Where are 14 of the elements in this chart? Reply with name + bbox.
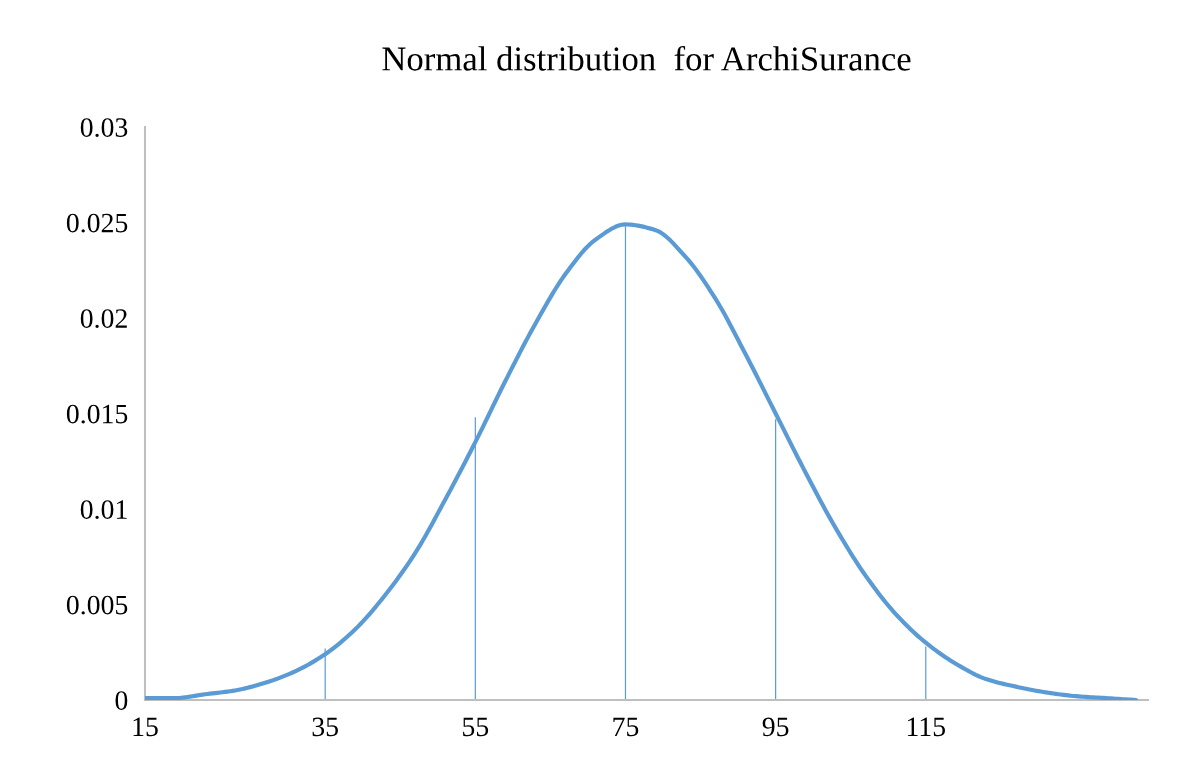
y-tick-label: 0.025 bbox=[66, 213, 128, 233]
y-tick-label: 0.015 bbox=[66, 404, 128, 424]
chart-title: Normal distribution for ArchiSurance bbox=[382, 45, 911, 71]
y-tick-label: 0.02 bbox=[80, 309, 127, 329]
x-tick-label: 75 bbox=[613, 717, 639, 737]
x-tick-label: 95 bbox=[762, 717, 789, 737]
x-tick-label: 15 bbox=[133, 717, 158, 737]
x-tick-label: 35 bbox=[312, 717, 338, 737]
y-tick-label: 0.01 bbox=[80, 500, 127, 520]
x-tick-label: 55 bbox=[463, 717, 489, 737]
y-tick-label: 0 bbox=[115, 691, 128, 710]
y-tick-label: 0.005 bbox=[66, 595, 128, 615]
y-tick-label: 0.03 bbox=[80, 118, 128, 138]
x-tick-label: 115 bbox=[907, 717, 946, 737]
